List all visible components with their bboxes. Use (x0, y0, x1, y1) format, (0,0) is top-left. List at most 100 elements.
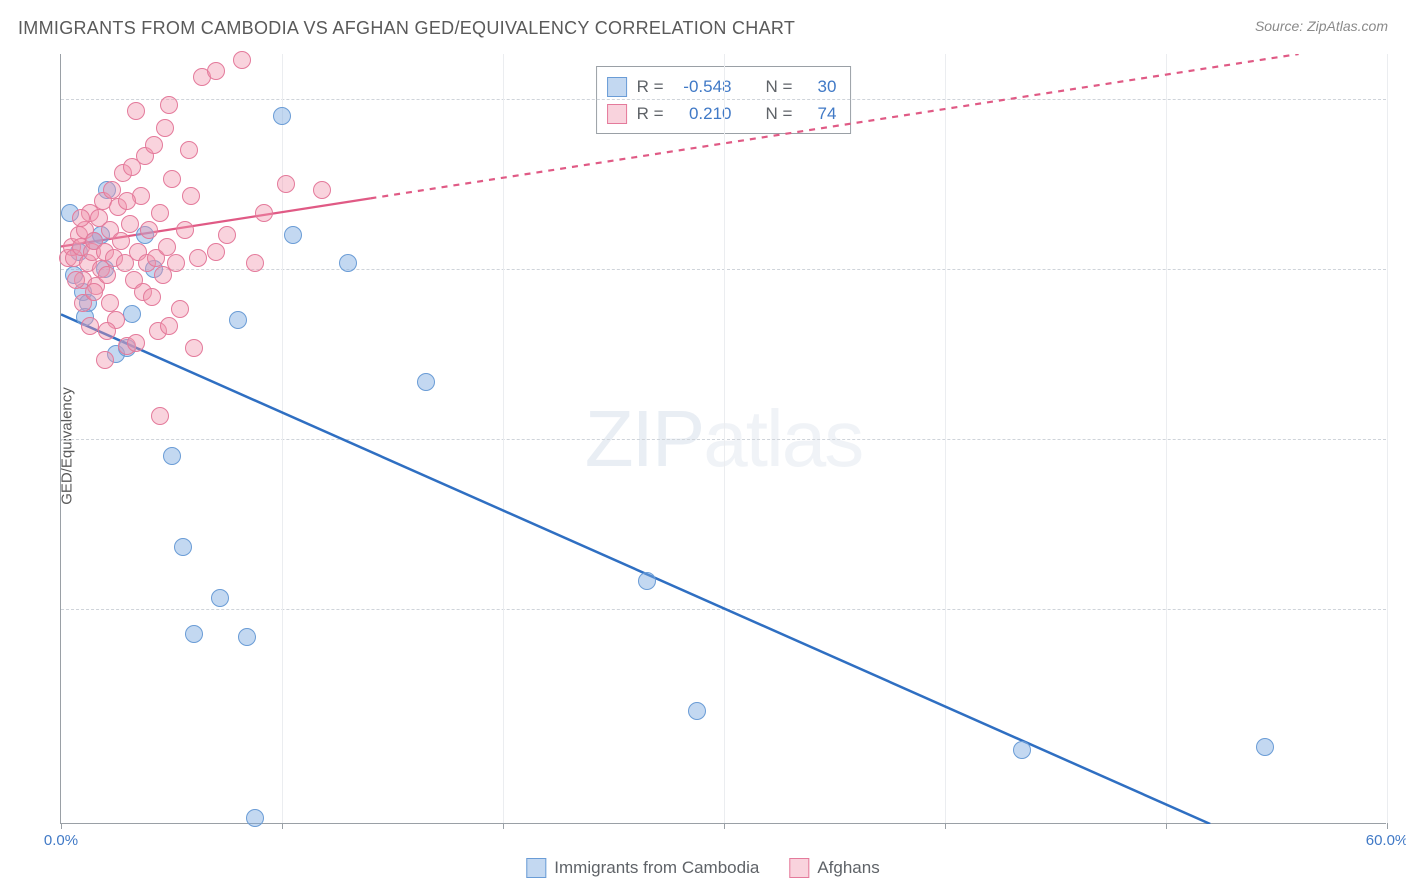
source-prefix: Source: (1255, 18, 1307, 34)
scatter-point (67, 271, 85, 289)
stats-n-value: 74 (802, 100, 836, 127)
scatter-point (112, 232, 130, 250)
scatter-point (246, 809, 264, 827)
scatter-point (189, 249, 207, 267)
grid-line-v (1166, 54, 1167, 823)
grid-line-v (1387, 54, 1388, 823)
scatter-point (151, 204, 169, 222)
scatter-point (339, 254, 357, 272)
series-swatch (607, 77, 627, 97)
scatter-point (185, 625, 203, 643)
scatter-point (174, 538, 192, 556)
scatter-point (180, 141, 198, 159)
x-tick-mark (503, 823, 504, 829)
watermark-bold: ZIP (585, 394, 703, 483)
scatter-point (638, 572, 656, 590)
scatter-point (246, 254, 264, 272)
scatter-point (417, 373, 435, 391)
grid-line-v (724, 54, 725, 823)
scatter-point (185, 339, 203, 357)
scatter-point (218, 226, 236, 244)
y-tick-label: 55.0% (1396, 600, 1406, 617)
x-tick-label: 60.0% (1366, 832, 1406, 849)
scatter-point (98, 266, 116, 284)
grid-line-v (503, 54, 504, 823)
scatter-point (101, 294, 119, 312)
scatter-point (123, 305, 141, 323)
trend-line (61, 314, 1210, 824)
scatter-point (118, 192, 136, 210)
legend-label: Immigrants from Cambodia (554, 858, 759, 878)
series-swatch (607, 104, 627, 124)
watermark-thin: atlas (703, 394, 862, 483)
legend-swatch (789, 858, 809, 878)
legend-item: Immigrants from Cambodia (526, 858, 759, 878)
stats-r-label: R = (637, 100, 664, 127)
scatter-point (207, 243, 225, 261)
stats-row: R =0.210N =74 (607, 100, 837, 127)
scatter-point (81, 317, 99, 335)
stats-r-label: R = (637, 73, 664, 100)
scatter-point (277, 175, 295, 193)
scatter-point (156, 119, 174, 137)
grid-line-v (945, 54, 946, 823)
legend-item: Afghans (789, 858, 879, 878)
scatter-point (167, 254, 185, 272)
scatter-point (238, 628, 256, 646)
scatter-point (313, 181, 331, 199)
scatter-point (121, 215, 139, 233)
scatter-point (182, 187, 200, 205)
scatter-point (127, 102, 145, 120)
x-tick-mark (1166, 823, 1167, 829)
x-tick-mark (945, 823, 946, 829)
scatter-point (145, 136, 163, 154)
x-tick-mark (282, 823, 283, 829)
scatter-point (207, 62, 225, 80)
scatter-point (273, 107, 291, 125)
stats-n-value: 30 (802, 73, 836, 100)
scatter-point (171, 300, 189, 318)
stats-row: R = -0.548 N = 30 (607, 73, 837, 100)
chart-container: IMMIGRANTS FROM CAMBODIA VS AFGHAN GED/E… (0, 0, 1406, 892)
x-tick-label: 0.0% (44, 832, 78, 849)
scatter-point (160, 96, 178, 114)
x-tick-mark (1387, 823, 1388, 829)
source-value: ZipAtlas.com (1307, 18, 1388, 34)
y-tick-label: 100.0% (1396, 91, 1406, 108)
legend-swatch (526, 858, 546, 878)
y-tick-label: 70.0% (1396, 431, 1406, 448)
scatter-point (96, 351, 114, 369)
scatter-point (211, 589, 229, 607)
y-tick-label: 85.0% (1396, 261, 1406, 278)
scatter-point (151, 407, 169, 425)
scatter-point (85, 283, 103, 301)
stats-n-label: N = (766, 100, 793, 127)
scatter-point (158, 238, 176, 256)
plot-area: ZIPatlas R =-0.548N =30R =0.210N =74 55.… (60, 54, 1386, 824)
x-tick-mark (61, 823, 62, 829)
scatter-point (1013, 741, 1031, 759)
x-tick-mark (724, 823, 725, 829)
scatter-point (688, 702, 706, 720)
scatter-point (1256, 738, 1274, 756)
scatter-point (163, 170, 181, 188)
scatter-point (140, 221, 158, 239)
scatter-point (143, 288, 161, 306)
scatter-point (284, 226, 302, 244)
scatter-point (163, 447, 181, 465)
stats-r-value: -0.548 (674, 73, 732, 100)
scatter-point (72, 209, 90, 227)
chart-source: Source: ZipAtlas.com (1255, 18, 1388, 34)
scatter-point (127, 334, 145, 352)
scatter-point (233, 51, 251, 69)
scatter-point (98, 322, 116, 340)
scatter-point (229, 311, 247, 329)
chart-title: IMMIGRANTS FROM CAMBODIA VS AFGHAN GED/E… (18, 18, 795, 39)
grid-line-v (282, 54, 283, 823)
scatter-point (160, 317, 178, 335)
stats-n-label: N = (766, 73, 793, 100)
legend-label: Afghans (817, 858, 879, 878)
bottom-legend: Immigrants from Cambodia Afghans (526, 858, 879, 878)
scatter-point (103, 181, 121, 199)
scatter-point (176, 221, 194, 239)
